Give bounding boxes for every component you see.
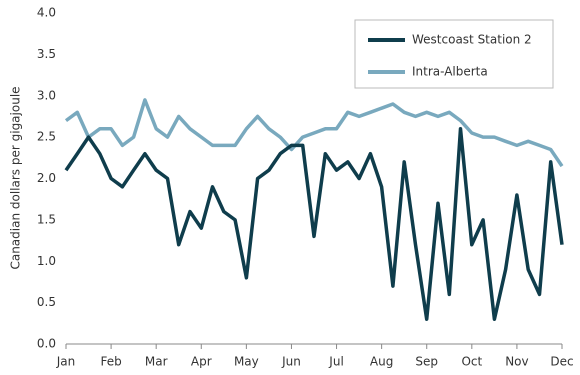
x-tick-label: Apr (191, 355, 212, 369)
y-tick-label: 0.0 (37, 337, 56, 351)
y-tick-label: 2.0 (37, 171, 56, 185)
series-line (64, 127, 564, 321)
x-tick-label: Jan (56, 355, 76, 369)
x-tick-label: May (234, 355, 259, 369)
x-tick-label: Oct (461, 355, 482, 369)
legend-box (354, 19, 554, 89)
y-tick-label: 0.5 (37, 295, 56, 309)
x-tick-label: Nov (505, 355, 528, 369)
legend-label: Westcoast Station 2 (412, 33, 532, 47)
y-tick-label: 3.0 (37, 88, 56, 102)
y-tick-label: 1.0 (37, 254, 56, 268)
legend-label: Intra-Alberta (412, 65, 488, 79)
x-tick-label: Jul (328, 355, 343, 369)
x-tick-label: Mar (145, 355, 168, 369)
y-tick-label: 1.5 (37, 212, 56, 226)
x-tick-label: Aug (370, 355, 393, 369)
y-tick-label: 2.5 (37, 130, 56, 144)
y-axis-title: Canadian dollars per gigajoule (9, 86, 23, 269)
x-tick-label: Dec (550, 355, 573, 369)
x-tick-label: Jun (281, 355, 301, 369)
x-tick-label: Feb (100, 355, 121, 369)
y-tick-label: 3.5 (37, 47, 56, 61)
x-tick-label: Sep (415, 355, 438, 369)
series-line (64, 98, 564, 168)
y-tick-label: 4.0 (37, 6, 56, 20)
